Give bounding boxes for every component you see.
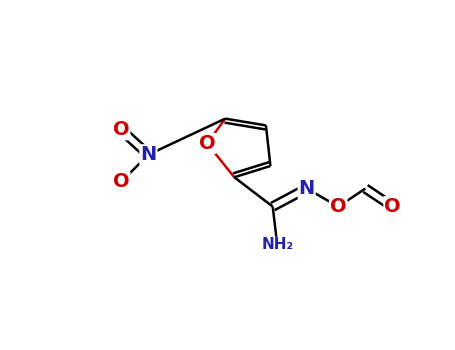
Text: N: N	[140, 145, 157, 164]
Text: O: O	[384, 197, 401, 216]
Text: N: N	[298, 179, 315, 198]
Text: NH₂: NH₂	[261, 237, 293, 252]
Text: O: O	[199, 134, 216, 153]
Text: O: O	[330, 197, 347, 216]
Text: O: O	[113, 172, 130, 191]
Text: O: O	[113, 120, 130, 139]
